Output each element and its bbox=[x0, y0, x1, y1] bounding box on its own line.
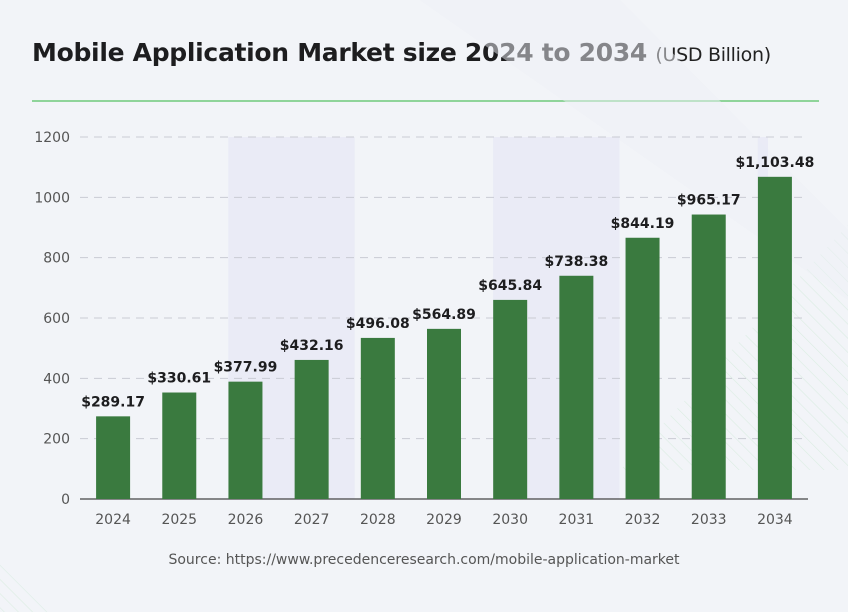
bar-2032 bbox=[625, 237, 660, 500]
bar-2034 bbox=[757, 176, 792, 499]
data-label-2032: $844.19 bbox=[611, 216, 675, 232]
x-tick-label: 2024 bbox=[95, 512, 131, 528]
bar-2024 bbox=[96, 416, 131, 499]
source-note: Source: https://www.precedenceresearch.c… bbox=[168, 552, 680, 568]
x-tick-label: 2027 bbox=[294, 512, 330, 528]
data-label-2030: $645.84 bbox=[478, 278, 542, 294]
x-tick-label: 2031 bbox=[559, 512, 595, 528]
y-tick-label: 800 bbox=[43, 251, 70, 267]
bars bbox=[96, 176, 792, 500]
bar-2027 bbox=[294, 359, 329, 499]
x-tick-label: 2032 bbox=[625, 512, 661, 528]
data-label-2026: $377.99 bbox=[214, 360, 278, 376]
data-label-2034: $1,103.48 bbox=[735, 155, 814, 171]
y-tick-label: 0 bbox=[61, 492, 70, 508]
x-tick-label: 2025 bbox=[161, 512, 197, 528]
y-tick-label: 1200 bbox=[34, 130, 70, 146]
data-label-2031: $738.38 bbox=[544, 254, 608, 270]
y-axis: 0 200 400 600 800 1000 1200 bbox=[34, 130, 70, 508]
data-label-2029: $564.89 bbox=[412, 307, 476, 323]
y-tick-label: 1000 bbox=[34, 190, 70, 206]
hatch-decoration-bottom-left bbox=[0, 555, 60, 612]
title-unit: (USD Billion) bbox=[655, 44, 771, 66]
y-tick-label: 600 bbox=[43, 311, 70, 327]
data-labels: $289.17$330.61$377.99$432.16$496.08$564.… bbox=[81, 155, 814, 411]
x-axis: 2024 2025 2026 2027 2028 2029 2030 2031 2032 2033… bbox=[95, 512, 793, 528]
y-tick-label: 200 bbox=[43, 432, 70, 448]
x-tick-label: 2029 bbox=[426, 512, 462, 528]
title-divider bbox=[32, 100, 819, 102]
x-tick-label: 2026 bbox=[228, 512, 264, 528]
x-tick-label: 2028 bbox=[360, 512, 396, 528]
data-label-2033: $965.17 bbox=[677, 193, 741, 209]
data-label-2027: $432.16 bbox=[280, 338, 344, 354]
bar-2031 bbox=[559, 275, 594, 499]
light-stripe-decoration bbox=[420, 0, 848, 300]
x-tick-label: 2030 bbox=[492, 512, 528, 528]
bar-2033 bbox=[691, 214, 726, 500]
data-label-2028: $496.08 bbox=[346, 316, 410, 332]
data-label-2024: $289.17 bbox=[81, 394, 145, 410]
bar-2029 bbox=[427, 328, 461, 499]
y-tick-label: 400 bbox=[43, 371, 70, 387]
bar-2030 bbox=[493, 299, 528, 499]
bar-2026 bbox=[228, 381, 263, 499]
bar-2025 bbox=[162, 392, 197, 499]
bar-2028 bbox=[360, 337, 395, 499]
data-label-2025: $330.61 bbox=[147, 371, 211, 387]
x-tick-label: 2034 bbox=[757, 512, 793, 528]
x-tick-label: 2033 bbox=[691, 512, 727, 528]
